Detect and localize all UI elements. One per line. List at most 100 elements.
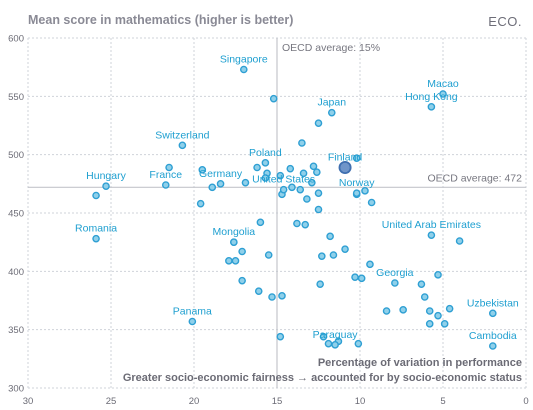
- data-point: [298, 139, 306, 147]
- y-tick-label: 350: [8, 325, 24, 336]
- data-point: [299, 169, 308, 178]
- data-point: [286, 164, 295, 173]
- data-point: [288, 183, 296, 192]
- oecd-average-x-label: OECD average: 15%: [282, 42, 380, 54]
- data-point: [329, 251, 338, 259]
- data-point: [361, 187, 369, 195]
- data-point: [417, 280, 426, 288]
- data-point: [296, 185, 305, 194]
- label-france: France: [149, 169, 182, 181]
- label-paraguay: Paraguay: [313, 329, 359, 341]
- x-tick-label: 0: [523, 396, 528, 407]
- point-hungary: [102, 182, 110, 190]
- label-georgia: Georgia: [376, 267, 414, 279]
- label-hong-kong: Hong Kong: [405, 91, 458, 103]
- data-point: [352, 154, 361, 162]
- data-point: [261, 174, 270, 182]
- data-point: [238, 276, 246, 285]
- point-norway: [352, 189, 361, 197]
- x-tick-label: 10: [355, 396, 366, 407]
- data-point: [241, 178, 250, 187]
- point-poland: [261, 159, 270, 167]
- point-switzerland: [178, 141, 187, 150]
- data-point: [225, 257, 233, 265]
- data-point: [264, 251, 273, 259]
- point-macao: [439, 90, 447, 98]
- data-point: [196, 199, 205, 208]
- point-romania: [92, 234, 100, 243]
- highlighted-point: [338, 160, 352, 174]
- point-united-arab-emirates: [427, 231, 436, 239]
- data-point: [354, 339, 363, 348]
- data-point: [165, 163, 173, 172]
- data-point: [425, 320, 434, 328]
- point-united-states: [279, 185, 288, 194]
- label-united-arab-emirates: United Arab Emirates: [382, 219, 481, 231]
- data-point: [351, 273, 359, 281]
- brand-logo: ECO.: [488, 14, 522, 29]
- data-point: [269, 94, 278, 103]
- data-point: [293, 219, 301, 228]
- x-tick-label: 5: [440, 396, 445, 407]
- label-uzbekistan: Uzbekistan: [467, 297, 519, 309]
- label-japan: Japan: [317, 97, 346, 109]
- y-tick-label: 600: [8, 34, 24, 45]
- data-point: [382, 307, 391, 315]
- data-point: [276, 332, 285, 341]
- data-point: [434, 311, 442, 320]
- point-georgia: [391, 279, 399, 287]
- data-point: [434, 271, 442, 279]
- data-point: [313, 168, 321, 176]
- x-tick-label: 15: [272, 396, 283, 407]
- data-point: [309, 162, 318, 171]
- label-singapore: Singapore: [220, 54, 268, 66]
- label-poland: Poland: [249, 147, 282, 159]
- oecd-average-y-label: OECD average: 472: [427, 172, 522, 184]
- label-cambodia: Cambodia: [469, 330, 517, 342]
- data-point: [278, 292, 286, 300]
- data-point: [318, 252, 326, 260]
- label-finland: Finland: [328, 152, 363, 164]
- y-tick-label: 300: [8, 384, 24, 395]
- data-point: [253, 163, 261, 172]
- y-tick-label: 550: [8, 92, 24, 103]
- data-point: [198, 166, 207, 174]
- data-point: [316, 280, 324, 288]
- point-hong-kong: [427, 103, 436, 111]
- point-panama: [188, 317, 197, 326]
- point-germany: [216, 180, 225, 188]
- data-point: [366, 260, 374, 269]
- x-tick-label: 20: [189, 396, 200, 407]
- label-mongolia: Mongolia: [213, 226, 256, 238]
- x-axis-ticks: 30 25 20 15 10 5 0: [23, 396, 529, 407]
- data-point: [445, 304, 454, 313]
- data-point: [425, 307, 434, 315]
- data-point: [208, 183, 217, 192]
- chart-title: Mean score in mathematics (higher is bet…: [28, 13, 293, 27]
- data-point: [455, 237, 464, 245]
- data-point: [238, 247, 246, 256]
- y-tick-label: 400: [8, 267, 24, 278]
- data-point: [314, 189, 323, 197]
- point-mongolia: [230, 238, 238, 246]
- x-tick-label: 25: [106, 396, 117, 407]
- data-point: [324, 339, 333, 348]
- data-point: [314, 119, 323, 127]
- x-axis-note-bottom: Greater socio-economic fairness → accoun…: [123, 372, 522, 384]
- data-point: [256, 218, 265, 227]
- x-tick-label: 30: [23, 396, 34, 407]
- data-points: [92, 65, 497, 350]
- label-romania: Romania: [75, 223, 117, 235]
- label-hungary: Hungary: [86, 170, 126, 182]
- point-japan: [327, 108, 336, 117]
- data-point: [276, 171, 285, 180]
- data-point: [231, 257, 240, 265]
- data-point: [399, 306, 407, 314]
- data-point: [420, 293, 429, 301]
- data-point: [319, 332, 328, 341]
- y-tick-label: 450: [8, 209, 24, 220]
- label-panama: Panama: [173, 306, 212, 318]
